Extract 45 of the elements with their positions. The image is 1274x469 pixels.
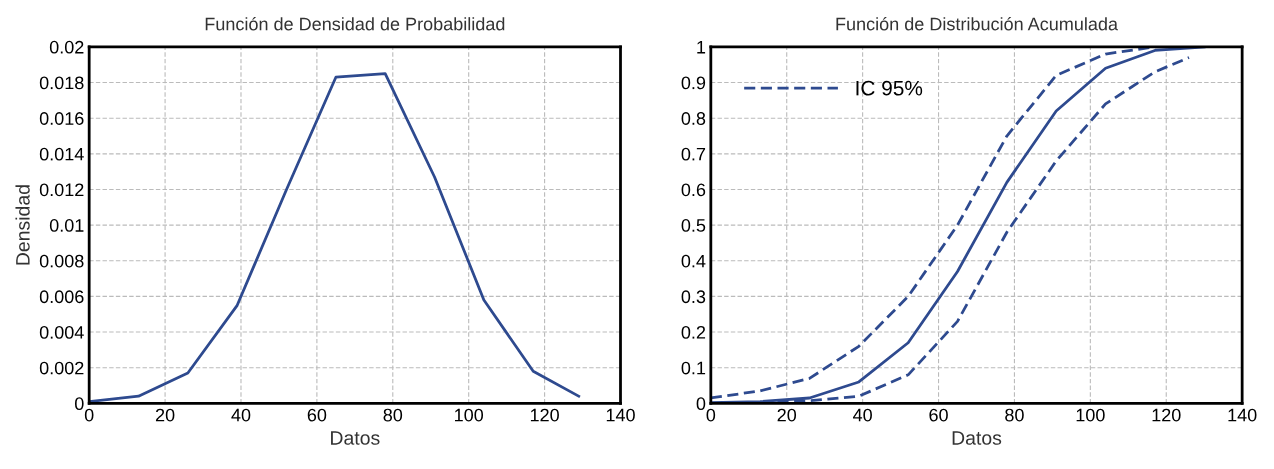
y-tick-label: 0.018	[39, 76, 84, 90]
y-axis-title: Densidad	[15, 185, 30, 265]
x-axis-title: Datos	[331, 431, 380, 445]
x-tick-label: 20	[777, 408, 797, 422]
x-tick-label: 120	[530, 408, 559, 422]
x-tick-label: 60	[929, 408, 948, 422]
x-tick-label: 140	[1228, 408, 1257, 422]
y-tick-label: 0.01	[49, 219, 84, 232]
y-tick-label: 0.7	[681, 147, 706, 161]
x-tick-label: 140	[606, 408, 635, 422]
y-tick-label: 0.5	[681, 219, 706, 232]
y-tick-label: 0.006	[39, 290, 84, 304]
y-tick-label: 1	[697, 41, 706, 54]
y-tick-label: 0.3	[681, 290, 706, 304]
x-tick-label: 0	[84, 408, 94, 422]
y-tick-label: 0.002	[39, 361, 84, 375]
y-tick-label: 0.014	[39, 147, 84, 161]
y-tick-label: 0.2	[681, 325, 706, 339]
y-tick-label: 0.1	[681, 361, 706, 375]
y-tick-label: 0	[74, 397, 84, 411]
y-tick-label: 0.02	[49, 40, 84, 54]
legend-label: IC 95%	[856, 80, 923, 96]
y-tick-label: 0.6	[681, 183, 706, 197]
x-tick-label: 120	[1152, 408, 1181, 422]
y-tick-label: 0.016	[39, 112, 84, 125]
x-tick-label: 40	[853, 408, 872, 422]
chart-title: Función de Densidad de Probabilidad	[205, 16, 505, 31]
x-axis-title: Datos	[952, 431, 1002, 445]
x-tick-label: 80	[383, 408, 403, 422]
y-tick-label: 0.8	[681, 112, 706, 125]
y-tick-label: 0.4	[681, 254, 706, 268]
x-tick-label: 0	[706, 408, 716, 422]
y-tick-label: 0.012	[39, 183, 84, 197]
y-tick-label: 0.9	[681, 76, 706, 90]
x-tick-label: 40	[231, 408, 251, 422]
line-series	[89, 72, 581, 403]
y-tick-label: 0	[696, 397, 706, 411]
x-tick-label: 100	[455, 408, 484, 422]
x-tick-label: 20	[155, 408, 175, 422]
y-tick-label: 0.004	[39, 325, 84, 339]
y-tick-label: 0.008	[39, 254, 84, 268]
x-tick-label: 60	[307, 408, 327, 422]
chart-title: Función de Distribución Acumulada	[836, 16, 1119, 31]
x-tick-label: 80	[1005, 408, 1024, 422]
x-tick-label: 100	[1076, 408, 1105, 422]
